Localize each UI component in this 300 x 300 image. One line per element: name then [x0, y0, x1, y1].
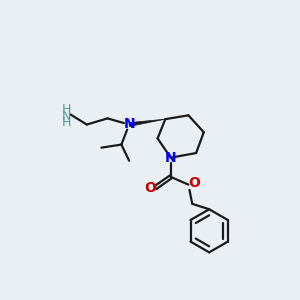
Text: H: H: [61, 116, 71, 129]
Text: N: N: [123, 117, 135, 131]
Text: N: N: [61, 110, 71, 123]
Text: O: O: [145, 182, 157, 196]
Text: H: H: [61, 103, 71, 116]
Polygon shape: [129, 119, 165, 127]
Text: O: O: [188, 176, 200, 190]
Text: N: N: [165, 151, 176, 165]
